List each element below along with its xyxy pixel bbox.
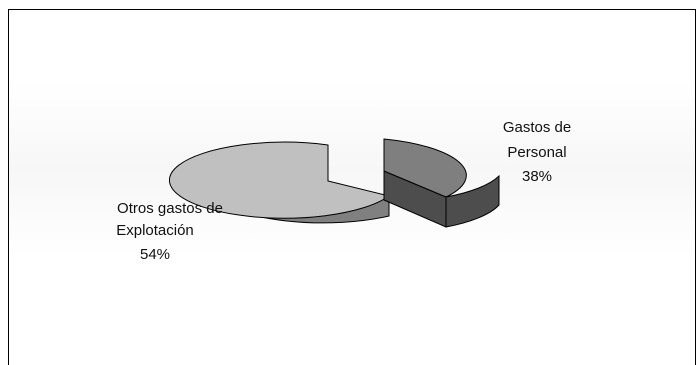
- slice-label-otros-line1: Otros gastos de: [117, 200, 223, 217]
- slice-percent-personal: 38%: [522, 168, 552, 185]
- pie-slice-gastos-personal: [383, 138, 500, 228]
- slice-label-personal-line1: Gastos de: [503, 119, 571, 136]
- slice-label-otros-line2: Explotación: [116, 222, 194, 239]
- pie-slice-otros-gastos: [169, 141, 391, 224]
- pie-slice-gastos-personal-side: [445, 174, 500, 228]
- pie-slice-otros-gastos-top: [169, 141, 391, 219]
- slice-label-personal-line2: Personal: [507, 144, 566, 161]
- pie-slice-gastos-personal-top: [383, 138, 467, 198]
- slice-percent-otros: 54%: [140, 246, 170, 263]
